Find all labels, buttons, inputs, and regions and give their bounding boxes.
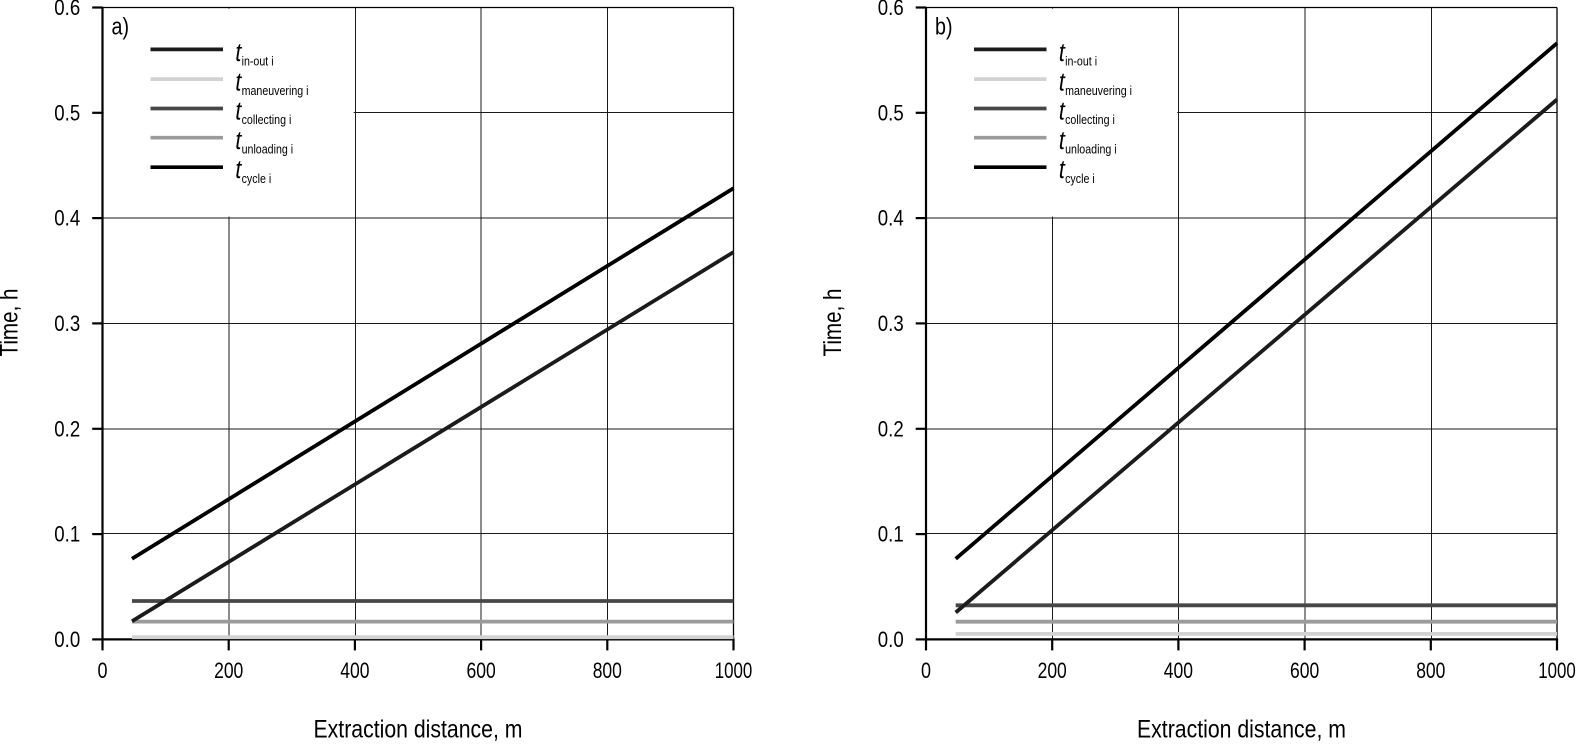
svg-text:in-out i: in-out i [1065, 54, 1097, 69]
svg-text:0.2: 0.2 [878, 416, 904, 441]
svg-text:0: 0 [921, 658, 931, 683]
svg-text:800: 800 [593, 658, 622, 683]
svg-text:unloading i: unloading i [1065, 141, 1117, 156]
svg-text:t: t [1059, 97, 1066, 127]
svg-text:collecting i: collecting i [242, 112, 292, 127]
svg-text:0.3: 0.3 [54, 311, 80, 336]
svg-text:t: t [235, 126, 242, 156]
svg-text:Time, h: Time, h [0, 289, 24, 357]
svg-text:t: t [1059, 126, 1066, 156]
svg-text:0.2: 0.2 [54, 416, 80, 441]
svg-text:1000: 1000 [715, 658, 753, 683]
svg-text:b): b) [935, 13, 953, 40]
svg-text:400: 400 [340, 658, 369, 683]
svg-text:a): a) [112, 13, 130, 40]
svg-text:Extraction distance, m: Extraction distance, m [1137, 716, 1346, 743]
svg-text:cycle i: cycle i [242, 171, 272, 186]
svg-text:t: t [235, 97, 242, 127]
svg-text:0.0: 0.0 [54, 627, 80, 652]
svg-text:800: 800 [1416, 658, 1445, 683]
svg-text:0.6: 0.6 [878, 0, 904, 20]
svg-text:maneuvering i: maneuvering i [242, 83, 309, 98]
svg-text:0.6: 0.6 [54, 0, 80, 20]
svg-text:0.5: 0.5 [878, 100, 904, 125]
svg-text:Time, h: Time, h [819, 289, 847, 357]
svg-text:200: 200 [214, 658, 243, 683]
svg-text:t: t [1059, 67, 1066, 97]
svg-text:600: 600 [1290, 658, 1319, 683]
svg-text:400: 400 [1164, 658, 1193, 683]
svg-text:Extraction distance, m: Extraction distance, m [314, 716, 523, 743]
svg-text:1000: 1000 [1538, 658, 1576, 683]
svg-text:200: 200 [1038, 658, 1067, 683]
svg-text:600: 600 [467, 658, 496, 683]
svg-text:0.4: 0.4 [54, 206, 80, 231]
svg-text:collecting i: collecting i [1065, 112, 1115, 127]
svg-text:unloading i: unloading i [242, 141, 294, 156]
svg-text:cycle i: cycle i [1065, 171, 1095, 186]
svg-text:t: t [235, 155, 242, 185]
svg-text:0.1: 0.1 [54, 522, 80, 547]
svg-text:0.3: 0.3 [878, 311, 904, 336]
svg-text:0: 0 [98, 658, 108, 683]
svg-text:t: t [1059, 38, 1066, 68]
svg-text:0.4: 0.4 [878, 206, 904, 231]
svg-text:0.0: 0.0 [878, 627, 904, 652]
svg-text:maneuvering i: maneuvering i [1065, 83, 1132, 98]
svg-text:in-out i: in-out i [242, 54, 274, 69]
svg-text:0.5: 0.5 [54, 100, 80, 125]
svg-text:t: t [235, 67, 242, 97]
svg-text:t: t [235, 38, 242, 68]
svg-text:0.1: 0.1 [878, 522, 904, 547]
svg-text:t: t [1059, 155, 1066, 185]
